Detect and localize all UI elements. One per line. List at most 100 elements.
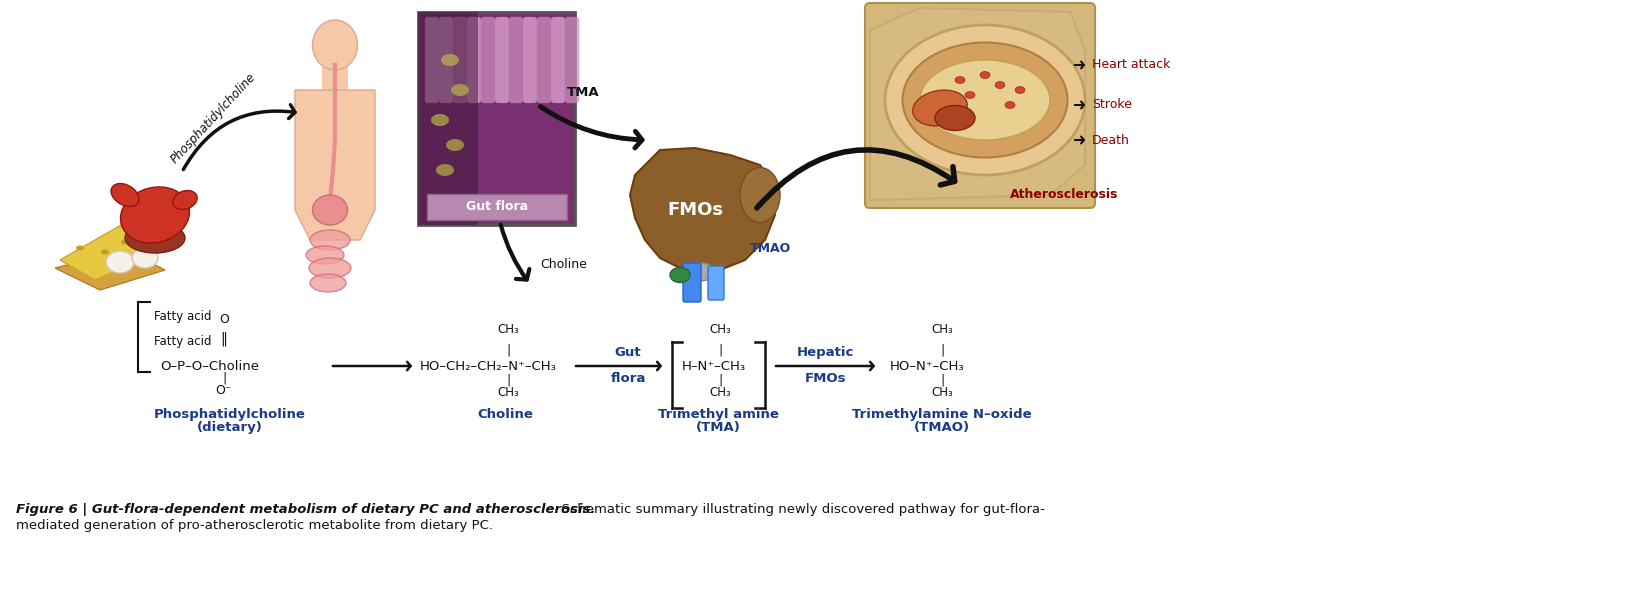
Polygon shape: [870, 8, 1084, 200]
Text: |: |: [717, 374, 722, 387]
Text: mediated generation of pro-atherosclerotic metabolite from dietary PC.: mediated generation of pro-atherosclerot…: [16, 519, 493, 532]
Text: Death: Death: [1093, 134, 1130, 147]
Text: Trimethyl amine: Trimethyl amine: [657, 408, 778, 421]
Ellipse shape: [436, 164, 454, 176]
Text: Phosphatidylcholine: Phosphatidylcholine: [154, 408, 306, 421]
Text: |: |: [940, 344, 943, 357]
Polygon shape: [631, 148, 775, 272]
Ellipse shape: [102, 250, 110, 254]
Text: |: |: [506, 374, 509, 387]
Text: H–N⁺–CH₃: H–N⁺–CH₃: [681, 359, 747, 372]
Text: Figure 6 | Gut-flora-dependent metabolism of dietary PC and atherosclerosis.: Figure 6 | Gut-flora-dependent metabolis…: [16, 503, 595, 516]
FancyBboxPatch shape: [537, 17, 550, 103]
Ellipse shape: [935, 105, 975, 131]
Text: FMOs: FMOs: [667, 201, 722, 219]
FancyBboxPatch shape: [495, 17, 509, 103]
Text: CH₃: CH₃: [930, 323, 953, 336]
FancyBboxPatch shape: [865, 3, 1094, 208]
Text: Choline: Choline: [541, 259, 586, 272]
Ellipse shape: [446, 139, 464, 151]
Ellipse shape: [885, 25, 1084, 175]
Text: Gut: Gut: [614, 346, 642, 359]
Ellipse shape: [174, 191, 197, 209]
Text: Schematic summary illustrating newly discovered pathway for gut-flora-: Schematic summary illustrating newly dis…: [554, 503, 1045, 516]
Ellipse shape: [133, 248, 157, 268]
FancyBboxPatch shape: [439, 17, 454, 103]
Ellipse shape: [75, 246, 84, 250]
Text: TMA: TMA: [567, 86, 600, 100]
Bar: [418, 12, 575, 225]
Text: |: |: [940, 374, 943, 387]
Text: HO–N⁺–CH₃: HO–N⁺–CH₃: [889, 359, 965, 372]
Text: Choline: Choline: [477, 408, 532, 421]
Ellipse shape: [124, 223, 185, 253]
FancyBboxPatch shape: [708, 266, 724, 300]
Ellipse shape: [310, 230, 351, 250]
Ellipse shape: [685, 263, 716, 281]
Text: O–P–O–Choline: O–P–O–Choline: [161, 359, 259, 372]
Ellipse shape: [740, 167, 780, 222]
Text: Heart attack: Heart attack: [1093, 58, 1171, 72]
Ellipse shape: [441, 54, 459, 66]
Ellipse shape: [903, 42, 1068, 157]
Polygon shape: [56, 250, 165, 290]
Text: O⁻: O⁻: [216, 384, 233, 397]
Text: HO–CH₂–CH₂–N⁺–CH₃: HO–CH₂–CH₂–N⁺–CH₃: [419, 359, 557, 372]
Text: Atherosclerosis: Atherosclerosis: [1011, 188, 1119, 201]
Text: ‖: ‖: [221, 331, 228, 346]
Text: CH₃: CH₃: [709, 386, 731, 399]
Text: TMAO: TMAO: [750, 241, 791, 254]
Polygon shape: [61, 220, 165, 280]
Ellipse shape: [1006, 101, 1016, 108]
Text: Gut flora: Gut flora: [465, 200, 527, 213]
Text: (TMAO): (TMAO): [914, 421, 970, 434]
Text: (dietary): (dietary): [197, 421, 264, 434]
FancyBboxPatch shape: [509, 17, 523, 103]
FancyBboxPatch shape: [467, 17, 482, 103]
Ellipse shape: [310, 274, 346, 292]
Text: Trimethylamine N–oxide: Trimethylamine N–oxide: [852, 408, 1032, 421]
Ellipse shape: [450, 84, 468, 96]
FancyBboxPatch shape: [565, 17, 578, 103]
FancyBboxPatch shape: [683, 263, 701, 302]
Ellipse shape: [306, 246, 344, 264]
Ellipse shape: [965, 92, 975, 98]
Ellipse shape: [431, 114, 449, 126]
Text: Stroke: Stroke: [1093, 98, 1132, 111]
Ellipse shape: [955, 76, 965, 83]
Text: FMOs: FMOs: [804, 372, 845, 385]
Ellipse shape: [310, 258, 351, 278]
Ellipse shape: [980, 72, 989, 79]
Text: CH₃: CH₃: [496, 386, 519, 399]
Text: flora: flora: [611, 372, 645, 385]
Ellipse shape: [912, 90, 968, 126]
Text: O: O: [219, 313, 229, 326]
Bar: [418, 12, 478, 225]
FancyBboxPatch shape: [454, 17, 467, 103]
Ellipse shape: [313, 195, 347, 225]
Ellipse shape: [313, 20, 357, 70]
Text: |: |: [717, 344, 722, 357]
Text: |: |: [221, 372, 226, 385]
Text: (TMA): (TMA): [696, 421, 740, 434]
Ellipse shape: [121, 187, 190, 243]
FancyBboxPatch shape: [424, 17, 439, 103]
Ellipse shape: [670, 268, 690, 283]
FancyBboxPatch shape: [323, 64, 347, 91]
FancyBboxPatch shape: [482, 17, 495, 103]
Text: Fatty acid: Fatty acid: [154, 335, 211, 348]
Ellipse shape: [1016, 86, 1025, 94]
Ellipse shape: [111, 184, 139, 206]
Polygon shape: [295, 90, 375, 240]
Ellipse shape: [921, 60, 1050, 140]
Text: |: |: [506, 344, 509, 357]
Text: CH₃: CH₃: [930, 386, 953, 399]
Ellipse shape: [106, 251, 134, 273]
FancyBboxPatch shape: [523, 17, 537, 103]
Text: Phosphatidylcholine: Phosphatidylcholine: [167, 70, 259, 166]
Ellipse shape: [994, 82, 1006, 88]
FancyBboxPatch shape: [550, 17, 565, 103]
FancyBboxPatch shape: [428, 194, 567, 220]
Text: CH₃: CH₃: [496, 323, 519, 336]
Text: Fatty acid: Fatty acid: [154, 310, 211, 323]
